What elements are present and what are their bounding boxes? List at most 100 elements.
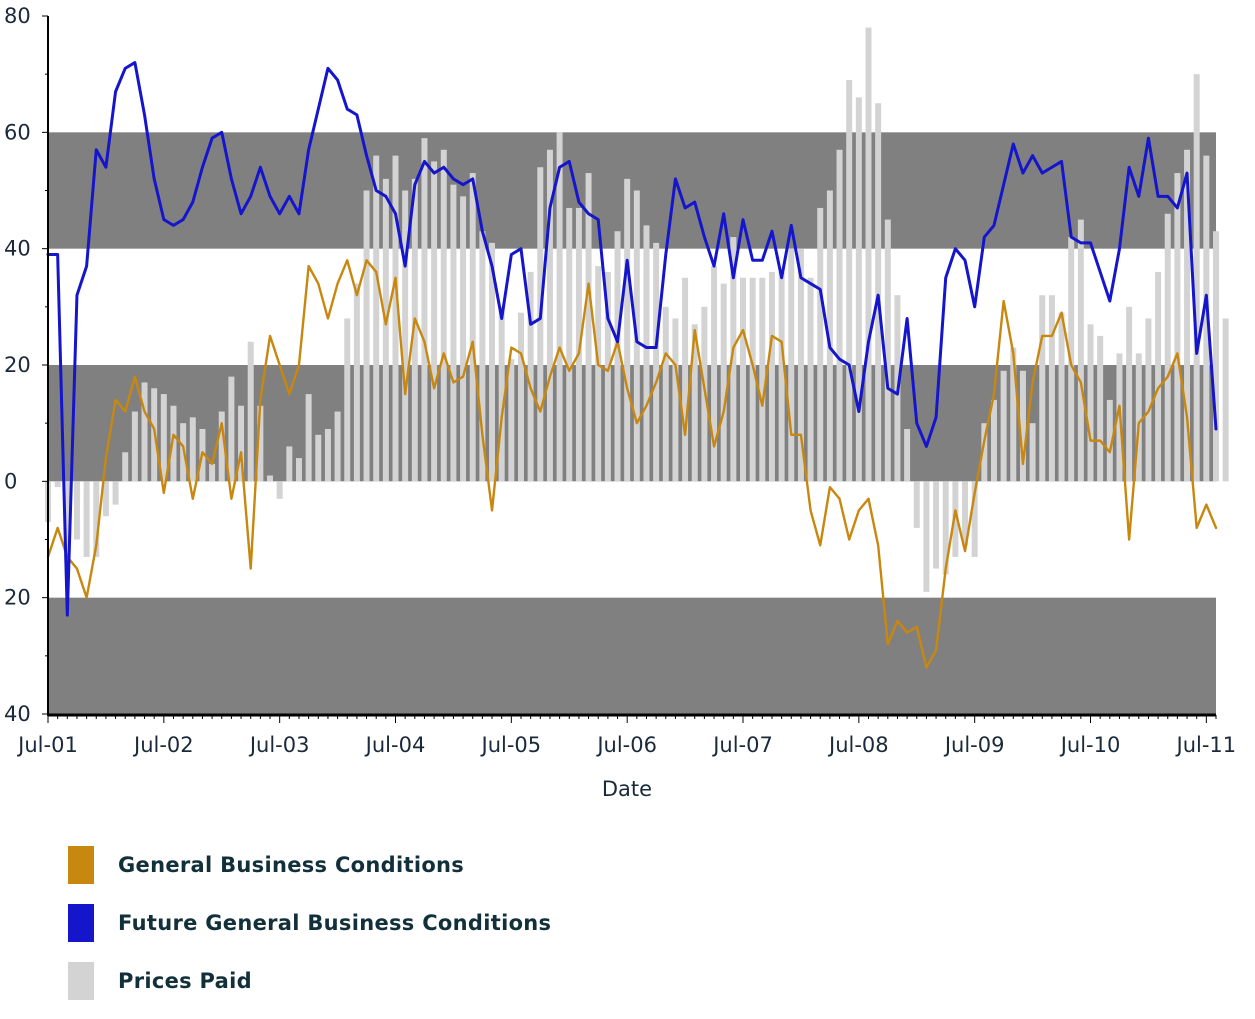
prices-paid-bar <box>1155 271 1162 482</box>
prices-paid-bar <box>913 481 920 528</box>
x-tick-label: Jul-04 <box>364 733 426 757</box>
prices-paid-bar <box>662 306 669 482</box>
prices-paid-bar <box>93 481 100 557</box>
prices-paid-bar <box>305 394 312 482</box>
prices-paid-bar <box>131 411 138 482</box>
prices-paid-bar <box>411 178 418 482</box>
prices-paid-bar <box>353 283 360 482</box>
prices-paid-bar <box>846 79 853 482</box>
y-tick-label: 40 <box>4 237 31 261</box>
prices-paid-bar <box>1019 370 1026 482</box>
prices-paid-bar <box>682 277 689 482</box>
prices-paid-bar <box>1174 173 1181 482</box>
legend-swatch-future-general-business-conditions <box>68 904 94 942</box>
prices-paid-bar <box>604 271 611 482</box>
legend-item-future-general-business-conditions: Future General Business Conditions <box>68 903 551 943</box>
prices-paid-bar <box>440 149 447 482</box>
prices-paid-bar <box>653 242 660 482</box>
prices-paid-bar <box>981 423 988 482</box>
legend-label-general-business-conditions: General Business Conditions <box>118 853 465 877</box>
background-band-2 <box>48 597 1216 714</box>
prices-paid-bar <box>749 277 756 482</box>
y-tick-label: 80 <box>4 4 31 28</box>
prices-paid-bar <box>788 248 795 482</box>
prices-paid-bar <box>817 207 824 482</box>
prices-paid-bar <box>334 411 341 482</box>
prices-paid-bar <box>865 27 872 482</box>
prices-paid-bar <box>740 277 746 482</box>
prices-paid-bar <box>855 97 862 482</box>
prices-paid-bar <box>1222 318 1229 482</box>
prices-paid-bar <box>778 271 785 482</box>
prices-paid-bar <box>247 341 254 482</box>
prices-paid-bar <box>923 481 930 592</box>
prices-paid-bar <box>392 155 399 482</box>
prices-paid-bar <box>54 481 61 488</box>
prices-paid-bar <box>257 405 264 482</box>
x-tick-label: Jul-10 <box>1059 733 1121 757</box>
prices-paid-bar <box>141 382 148 482</box>
x-tick-label: Jul-05 <box>480 733 542 757</box>
legend-item-general-business-conditions: General Business Conditions <box>68 845 551 885</box>
legend-label-future-general-business-conditions: Future General Business Conditions <box>118 911 552 935</box>
prices-paid-bar <box>1106 399 1113 482</box>
prices-paid-bar <box>73 481 80 540</box>
prices-paid-bar <box>112 481 119 505</box>
legend: General Business Conditions Future Gener… <box>68 845 551 1019</box>
prices-paid-bar <box>1184 149 1191 482</box>
prices-paid-bar <box>363 190 370 482</box>
prices-paid-bar <box>1010 347 1017 482</box>
prices-paid-bar <box>160 394 167 482</box>
prices-paid-bar <box>933 481 940 569</box>
prices-paid-bar <box>537 167 544 482</box>
prices-paid-bar <box>1164 213 1171 482</box>
prices-paid-bar <box>267 475 273 482</box>
prices-paid-bar <box>209 463 216 482</box>
prices-paid-bar <box>344 318 351 482</box>
legend-label-prices-paid: Prices Paid <box>118 969 252 993</box>
y-tick-labels: 80 60 40 20 0 20 40 <box>4 4 31 726</box>
prices-paid-bar <box>315 434 322 482</box>
prices-paid-bar <box>218 411 225 482</box>
series-lines <box>46 61 1218 669</box>
prices-paid-bar <box>556 132 563 482</box>
prices-paid-bar <box>904 428 911 482</box>
prices-paid-bar <box>595 266 602 482</box>
prices-paid-bar <box>711 266 718 482</box>
prices-paid-bar <box>884 219 891 482</box>
prices-paid-bar <box>1048 295 1055 482</box>
y-tick-label: 20 <box>4 353 31 377</box>
prices-paid-bar <box>508 359 515 482</box>
prices-paid-bar <box>962 481 969 546</box>
prices-paid-bar <box>875 103 882 482</box>
prices-paid-bar <box>1203 155 1210 482</box>
prices-paid-bar <box>585 173 592 482</box>
prices-paid-bars <box>45 27 1229 592</box>
prices-paid-bar <box>691 324 698 482</box>
y-tick-label: 0 <box>4 469 17 493</box>
prices-paid-bar <box>730 237 737 482</box>
prices-paid-bar <box>489 242 496 482</box>
x-tick-label: Jul-02 <box>132 733 194 757</box>
prices-paid-bar <box>1126 306 1133 482</box>
y-tick-label: 20 <box>4 586 31 610</box>
x-axis-title: Date <box>602 777 652 801</box>
prices-paid-bar <box>64 481 71 563</box>
axes <box>42 15 1217 723</box>
x-tick-label: Jul-08 <box>827 733 889 757</box>
prices-paid-bar <box>614 231 621 482</box>
prices-paid-bar <box>971 481 978 557</box>
prices-paid-bar <box>672 318 679 482</box>
legend-item-prices-paid: Prices Paid <box>68 961 551 1001</box>
legend-swatch-prices-paid <box>68 962 94 1000</box>
prices-paid-bar <box>498 306 505 482</box>
prices-paid-bar <box>1077 219 1084 482</box>
general-business-conditions-line <box>46 259 1218 669</box>
legend-swatch-general-business-conditions <box>68 846 94 884</box>
x-tick-label: Jul-03 <box>248 733 310 757</box>
prices-paid-bar <box>170 405 177 482</box>
prices-paid-bar <box>546 149 553 482</box>
prices-paid-bar <box>83 481 90 557</box>
prices-paid-bar <box>826 190 833 482</box>
